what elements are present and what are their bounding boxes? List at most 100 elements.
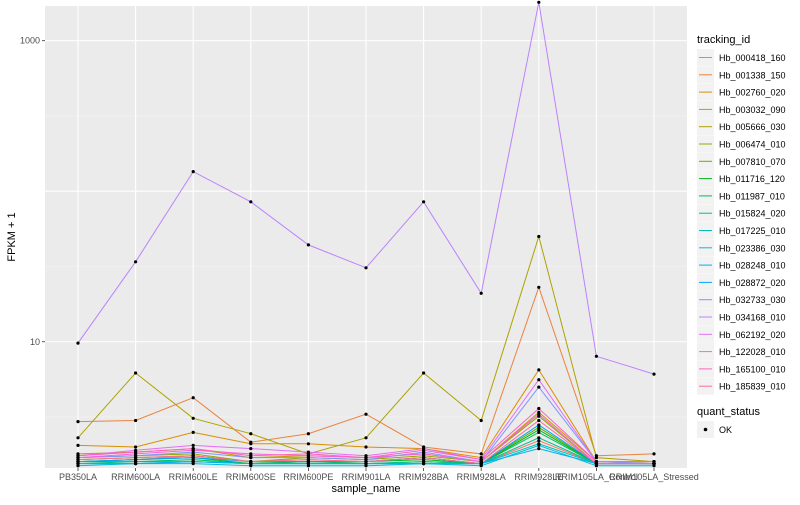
legend-label: Hb_023386_030 — [719, 243, 786, 253]
y-axis-title: FPKM + 1 — [6, 212, 18, 261]
data-point — [537, 0, 541, 4]
data-point — [134, 450, 138, 454]
data-point — [191, 460, 195, 464]
x-tick-label: RRIM600SE — [226, 472, 276, 482]
legend-item: Hb_017225_010 — [697, 222, 786, 239]
legend-label: Hb_011716_120 — [719, 174, 785, 184]
legend-item: Hb_028248_010 — [697, 256, 786, 274]
data-point — [537, 234, 541, 239]
data-point — [191, 430, 195, 434]
data-point — [537, 368, 541, 372]
data-point — [537, 406, 541, 411]
legend-label: Hb_000418_160 — [719, 53, 786, 63]
legend-item: Hb_165100_010 — [697, 360, 786, 378]
legend-items: Hb_000418_160 Hb_001338_150 Hb_002760_020 H… — [697, 49, 786, 395]
data-point — [537, 428, 541, 432]
data-point — [134, 462, 138, 466]
data-point — [134, 456, 138, 460]
data-point — [76, 464, 80, 468]
legend-item: Hb_000418_160 — [697, 49, 786, 66]
series-points — [76, 0, 656, 468]
legend-label: Hb_028248_010 — [719, 261, 786, 271]
data-point — [249, 447, 253, 451]
data-point — [652, 462, 656, 466]
data-point — [249, 432, 253, 436]
data-point — [364, 436, 368, 440]
data-point — [191, 396, 195, 400]
data-point — [249, 454, 253, 458]
data-point — [364, 464, 368, 468]
x-tick-label: RRIM600LA — [111, 472, 160, 482]
y-axis-ticks: 10 1000 — [20, 36, 45, 347]
data-point — [249, 442, 253, 446]
legend-label: Hb_028872_020 — [719, 278, 786, 288]
data-point — [306, 464, 310, 468]
legend-label: Hb_002760_020 — [719, 88, 786, 98]
y-tick-label: 1000 — [20, 36, 40, 46]
data-point — [479, 464, 483, 468]
quant-legend-title: quant_status — [697, 406, 760, 418]
data-point — [537, 285, 541, 289]
data-point — [76, 420, 80, 424]
data-point — [76, 443, 80, 447]
legend-item: Hb_002760_020 — [697, 83, 786, 101]
data-point — [652, 452, 656, 456]
data-point — [537, 439, 541, 443]
data-point — [422, 448, 426, 452]
data-point — [76, 341, 80, 345]
x-tick-label: RRIM105LA_Stressed — [609, 472, 699, 482]
data-point — [76, 454, 80, 458]
legend-item: Hb_062192_020 — [697, 325, 786, 343]
data-point — [191, 443, 195, 447]
legend-label: Hb_003032_090 — [719, 105, 786, 115]
legend-item: Hb_028872_020 — [697, 273, 786, 291]
data-point — [652, 372, 656, 376]
data-point — [537, 425, 541, 429]
legend-item: Hb_185839_010 — [697, 377, 786, 395]
legend-label: Hb_007810_070 — [719, 157, 786, 167]
legend-label: Hb_005666_030 — [719, 122, 786, 132]
x-axis-title: sample_name — [331, 483, 400, 495]
y-tick-label: 10 — [30, 337, 40, 347]
data-point — [134, 260, 138, 264]
x-tick-label: RRIM928LE — [514, 472, 563, 482]
data-point — [537, 412, 541, 416]
data-point — [422, 371, 426, 375]
legend-label: Hb_122028_010 — [719, 347, 786, 357]
quant-legend-label: OK — [719, 425, 732, 435]
data-point — [537, 436, 541, 440]
x-tick-label: PB350LA — [59, 472, 97, 482]
data-point — [134, 445, 138, 449]
data-point — [191, 447, 195, 451]
legend-item: Hb_011987_010 — [697, 187, 785, 205]
data-point — [249, 464, 253, 468]
data-point — [537, 378, 541, 382]
data-point — [422, 452, 426, 456]
legend-item: Hb_032733_030 — [697, 291, 786, 309]
legend-item: Hb_001338_150 — [697, 66, 786, 84]
x-tick-label: RRIM928LA — [457, 472, 506, 482]
legend-label: Hb_015824_020 — [719, 209, 786, 219]
data-point — [594, 456, 599, 460]
data-point — [306, 243, 310, 247]
x-tick-label: RRIM600PE — [283, 472, 333, 482]
data-point — [537, 443, 541, 447]
x-tick-label: RRIM105LA_Control — [555, 472, 638, 482]
data-point — [76, 458, 80, 462]
data-point — [537, 418, 541, 423]
data-point — [191, 170, 195, 174]
data-point — [594, 464, 599, 468]
data-point — [479, 458, 483, 462]
data-point — [306, 442, 310, 446]
legend-item: Hb_011716_120 — [697, 170, 785, 188]
data-point — [364, 456, 368, 460]
legend-item: Hb_023386_030 — [697, 239, 786, 257]
data-point — [479, 291, 483, 295]
legend-item: Hb_015824_020 — [697, 204, 786, 222]
x-tick-label: RRIM600LE — [169, 472, 218, 482]
data-point — [191, 416, 195, 420]
legend: tracking_id Hb_000418_160Hb_001338_150Hb… — [697, 34, 786, 438]
data-point — [422, 200, 426, 204]
data-point — [422, 462, 426, 466]
